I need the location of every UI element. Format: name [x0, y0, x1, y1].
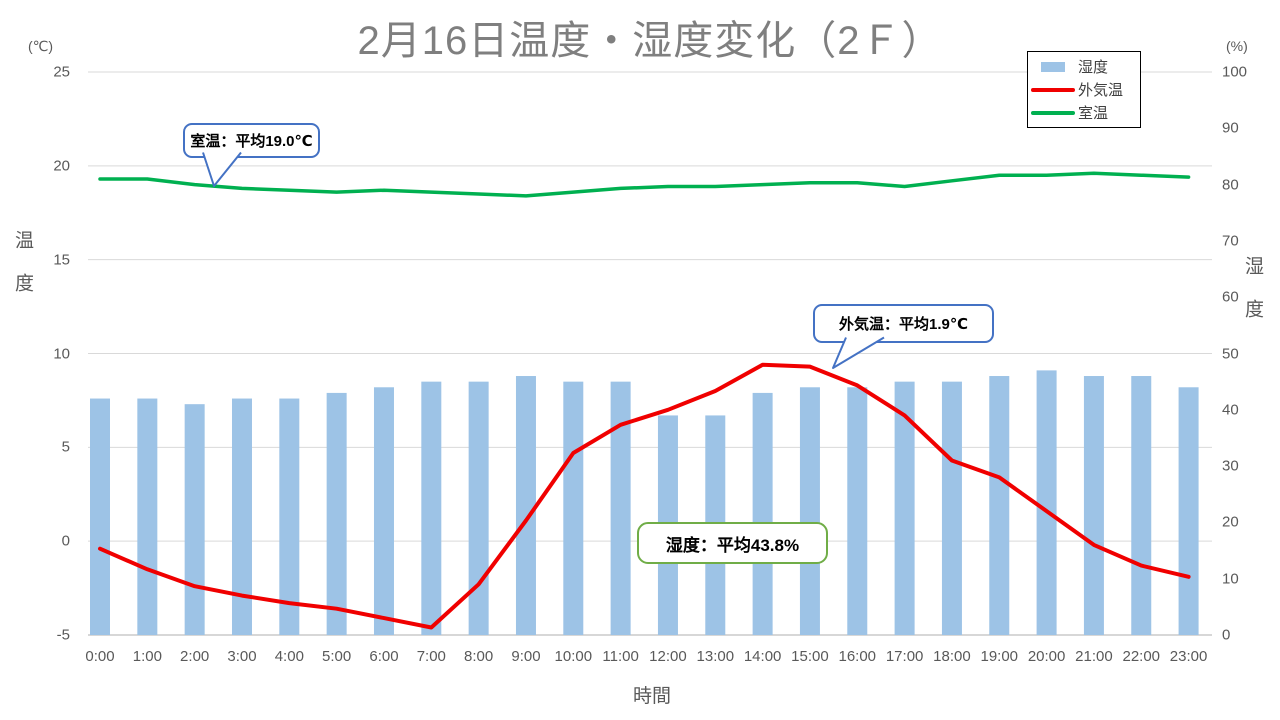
outdoor-temp-line	[98, 362, 1191, 630]
humidity-bar	[847, 387, 868, 635]
x-axis-tick: 2:00	[180, 648, 210, 665]
x-axis-tick: 5:00	[322, 648, 352, 665]
x-axis-tick: 9:00	[511, 648, 541, 665]
humidity-bar	[279, 398, 300, 635]
humidity-bar	[989, 376, 1010, 635]
right-axis-tick: 70	[1222, 232, 1239, 250]
humidity-bar	[421, 381, 442, 635]
x-axis-tick: 20:00	[1027, 648, 1066, 665]
right-axis-title: 湿度	[1242, 256, 1263, 342]
left-axis-tick: 5	[61, 438, 70, 456]
legend-item-outdoor-temp: 外気温	[1028, 78, 1140, 101]
x-axis-title: 時間	[632, 686, 671, 707]
x-axis-tick: 0:00	[85, 648, 115, 665]
humidity-bar	[373, 387, 394, 635]
left-axis-unit: (℃)	[28, 38, 54, 54]
humidity-bar	[515, 376, 536, 635]
humidity-bar	[184, 404, 205, 635]
x-axis-tick: 14:00	[743, 648, 782, 665]
x-axis-tick: 18:00	[933, 648, 971, 665]
humidity-bar	[90, 398, 110, 635]
humidity-bar	[231, 398, 252, 635]
right-axis-tick: 80	[1222, 176, 1239, 194]
legend-item-humidity: 湿度	[1028, 55, 1140, 78]
left-axis-tick: 0	[61, 532, 70, 550]
room-temp-line-swatch-icon	[1028, 110, 1078, 115]
x-axis-tick: 13:00	[696, 648, 735, 665]
left-axis-tick: 25	[53, 63, 70, 81]
x-axis-tick: 6:00	[369, 648, 399, 665]
humidity-bar-swatch-icon	[1028, 61, 1078, 72]
left-axis-title: 温度	[12, 230, 33, 316]
right-axis-tick: 50	[1222, 345, 1239, 362]
x-axis-tick: 15:00	[791, 648, 829, 665]
legend: 湿度 外気温 室温	[1027, 51, 1141, 128]
right-axis-tick: 0	[1222, 626, 1231, 644]
x-axis-tick: 23:00	[1169, 648, 1208, 665]
right-axis-tick: 90	[1222, 119, 1239, 137]
x-axis-tick: 11:00	[602, 648, 639, 665]
chart-title: 2月16日温度・湿度変化（2Ｆ）	[357, 19, 943, 63]
humidity-bar	[1178, 387, 1199, 635]
humidity-bar	[610, 381, 631, 635]
x-axis-tick: 7:00	[416, 648, 446, 665]
right-axis-tick: 100	[1222, 63, 1248, 81]
humidity-bar	[799, 387, 820, 635]
humidity-bar	[1083, 376, 1104, 635]
annotation-room-temp-average: 室温：平均19.0℃	[183, 123, 320, 158]
x-axis-tick: 3:00	[227, 648, 257, 665]
x-axis-tick: 4:00	[274, 648, 304, 665]
humidity-bar	[1131, 376, 1152, 635]
left-axis-tick: 20	[53, 157, 70, 175]
annotation-humidity-average: 湿度：平均43.8%	[637, 522, 828, 564]
right-axis-tick: 60	[1222, 288, 1239, 306]
x-axis-tick: 8:00	[464, 648, 494, 665]
x-axis-tick: 12:00	[649, 648, 687, 665]
left-axis-tick: -5	[56, 626, 70, 644]
legend-label: 外気温	[1078, 82, 1124, 99]
legend-item-room-temp: 室温	[1028, 101, 1140, 124]
left-axis-tick: 15	[53, 251, 70, 269]
right-axis-tick: 20	[1222, 513, 1239, 531]
x-axis-tick: 1:00	[132, 648, 162, 665]
legend-label: 湿度	[1078, 59, 1109, 76]
legend-label: 室温	[1078, 105, 1109, 122]
annotation-outdoor-temp-average: 外気温：平均1.9℃	[813, 304, 994, 343]
right-axis-tick: 10	[1222, 570, 1239, 588]
x-axis-tick: 21:00	[1075, 648, 1113, 665]
x-axis-tick: 10:00	[554, 648, 593, 665]
humidity-bar	[326, 392, 347, 635]
right-axis-tick: 40	[1222, 401, 1239, 419]
x-axis-tick: 22:00	[1122, 648, 1161, 665]
right-axis-unit: (%)	[1226, 38, 1248, 54]
humidity-bar	[1036, 370, 1057, 635]
right-axis-tick: 30	[1222, 457, 1239, 475]
humidity-bar	[563, 381, 584, 635]
x-axis-tick: 17:00	[885, 648, 924, 665]
humidity-bar	[137, 398, 158, 635]
x-axis-tick: 16:00	[838, 648, 877, 665]
humidity-bar	[894, 381, 915, 635]
humidity-bar	[468, 381, 489, 635]
room-temp-line	[98, 171, 1191, 198]
x-axis-tick: 19:00	[980, 648, 1019, 665]
humidity-bar	[752, 392, 773, 635]
humidity-bar	[941, 381, 962, 635]
outdoor-temp-line-swatch-icon	[1028, 87, 1078, 92]
left-axis-tick: 10	[53, 345, 70, 362]
